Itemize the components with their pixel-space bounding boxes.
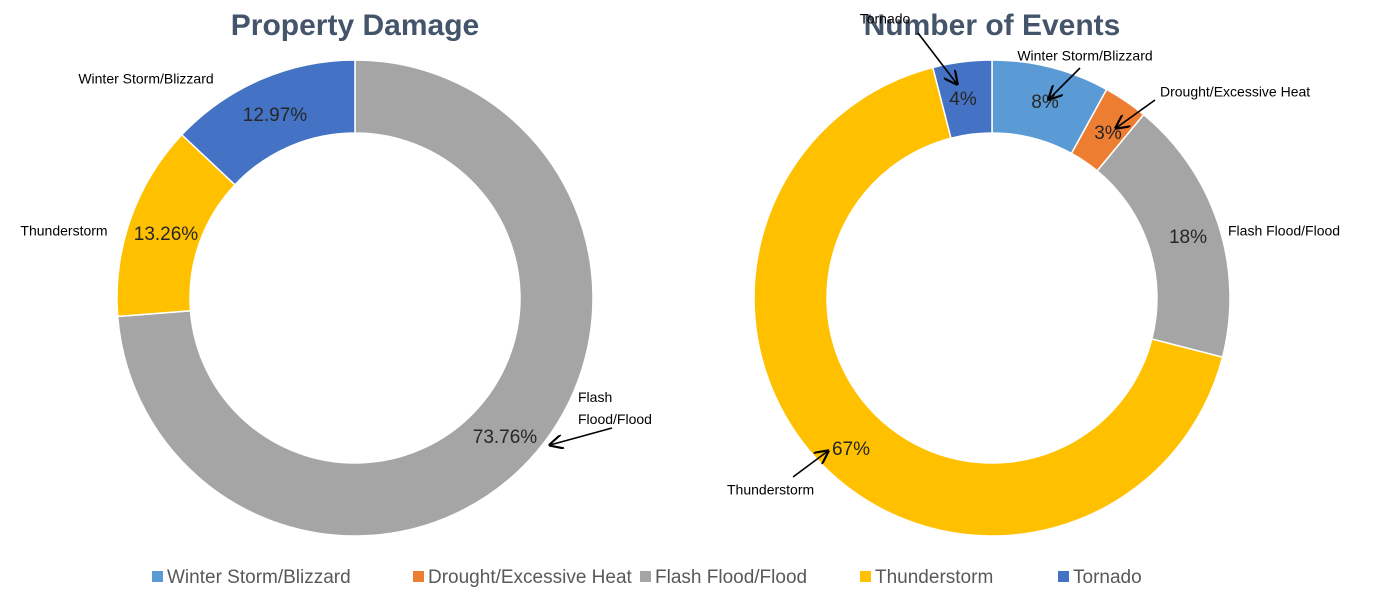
data-label: 12.97% [243, 105, 308, 126]
legend-swatch [860, 571, 871, 582]
donut-slice [753, 66, 1224, 537]
data-label: 18% [1169, 227, 1207, 248]
donut-slice [180, 59, 356, 186]
donut-slice [1096, 113, 1231, 359]
data-label: 4% [949, 89, 977, 110]
data-label: 8% [1031, 92, 1059, 113]
arrow [550, 427, 613, 445]
legend-swatch [640, 571, 651, 582]
category-label: Thunderstorm [727, 482, 814, 498]
category-label-box: Flash Flood/Flood [578, 389, 652, 427]
legend-label: Winter Storm/Blizzard [167, 567, 351, 588]
arrow [1049, 67, 1081, 99]
legend-swatch [152, 571, 163, 582]
category-label: Winter Storm/Blizzard [78, 71, 213, 87]
legend-label: Flash Flood/Flood [655, 567, 807, 588]
data-label: 13.26% [134, 224, 199, 245]
category-label: Thunderstorm [20, 223, 107, 239]
category-label: Flash Flood/Flood [578, 389, 652, 427]
legend-label: Tornado [1073, 567, 1142, 588]
category-label: Drought/Excessive Heat [1160, 84, 1310, 100]
arrow [1116, 99, 1156, 128]
data-label: 73.76% [473, 427, 538, 448]
donut-slice [116, 59, 594, 537]
legend-swatch [1058, 571, 1069, 582]
legend-label: Thunderstorm [875, 567, 993, 588]
data-label: 67% [832, 439, 870, 460]
category-label: Winter Storm/Blizzard [1017, 48, 1152, 64]
legend-swatch [413, 571, 424, 582]
arrow [917, 32, 957, 84]
arrow [792, 451, 828, 478]
chart-title: Property Damage [231, 9, 479, 42]
callout-arrows [550, 32, 1156, 478]
category-label: Flash Flood/Flood [1228, 223, 1340, 239]
legend-label: Drought/Excessive Heat [428, 567, 633, 588]
chart-title: Number of Events [864, 9, 1121, 42]
category-label: Tornado [860, 11, 911, 27]
